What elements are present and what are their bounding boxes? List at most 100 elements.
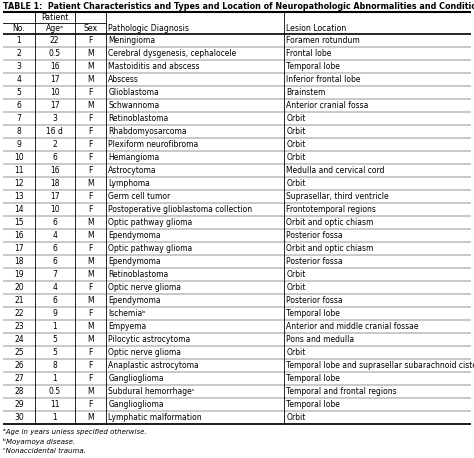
Text: Ganglioglioma: Ganglioglioma [109, 400, 164, 409]
Text: Retinoblastoma: Retinoblastoma [109, 114, 169, 123]
Text: ᵇMoyamoya disease.: ᵇMoyamoya disease. [3, 438, 75, 445]
Text: 4: 4 [17, 75, 21, 84]
Text: ᶜNonaccidental trauma.: ᶜNonaccidental trauma. [3, 448, 86, 454]
Text: F: F [88, 114, 93, 123]
Text: 5: 5 [17, 87, 21, 97]
Text: 6: 6 [52, 153, 57, 162]
Text: Medulla and cervical cord: Medulla and cervical cord [286, 166, 385, 174]
Text: M: M [87, 49, 94, 58]
Text: Pathologic Diagnosis: Pathologic Diagnosis [109, 24, 190, 33]
Text: F: F [88, 283, 93, 292]
Text: 3: 3 [52, 114, 57, 123]
Text: F: F [88, 192, 93, 201]
Text: F: F [88, 244, 93, 253]
Text: 5: 5 [52, 348, 57, 357]
Text: Orbit: Orbit [286, 153, 306, 162]
Text: Orbit: Orbit [286, 179, 306, 188]
Text: M: M [87, 296, 94, 305]
Text: Temporal lobe: Temporal lobe [286, 62, 340, 71]
Text: 27: 27 [14, 374, 24, 383]
Text: 11: 11 [14, 166, 24, 174]
Text: 24: 24 [14, 335, 24, 344]
Text: 1: 1 [52, 322, 57, 331]
Text: Anterior cranial fossa: Anterior cranial fossa [286, 101, 369, 110]
Text: Meningioma: Meningioma [109, 36, 155, 45]
Text: F: F [88, 309, 93, 318]
Text: 0.5: 0.5 [49, 49, 61, 58]
Text: Temporal lobe and suprasellar subarachnoid cistern: Temporal lobe and suprasellar subarachno… [286, 361, 474, 370]
Text: 2: 2 [17, 49, 21, 58]
Text: No.: No. [12, 24, 25, 33]
Text: 9: 9 [17, 140, 21, 149]
Text: Cerebral dysgenesis, cephalocele: Cerebral dysgenesis, cephalocele [109, 49, 237, 58]
Text: 7: 7 [17, 114, 21, 123]
Text: Temporal lobe: Temporal lobe [286, 374, 340, 383]
Text: 17: 17 [50, 75, 60, 84]
Text: M: M [87, 179, 94, 188]
Text: Suprasellar, third ventricle: Suprasellar, third ventricle [286, 192, 389, 201]
Text: Temporal and frontal regions: Temporal and frontal regions [286, 387, 397, 396]
Text: Orbit: Orbit [286, 127, 306, 136]
Text: Orbit: Orbit [286, 283, 306, 292]
Text: M: M [87, 101, 94, 110]
Text: Frontotemporal regions: Frontotemporal regions [286, 205, 376, 214]
Text: 30: 30 [14, 413, 24, 422]
Text: Orbit: Orbit [286, 413, 306, 422]
Text: M: M [87, 335, 94, 344]
Text: Posterior fossa: Posterior fossa [286, 256, 343, 266]
Text: TABLE 1:  Patient Characteristics and Types and Location of Neuropathologic Abno: TABLE 1: Patient Characteristics and Typ… [3, 2, 474, 11]
Text: Hemangioma: Hemangioma [109, 153, 160, 162]
Text: Subdural hemorrhageᶜ: Subdural hemorrhageᶜ [109, 387, 195, 396]
Text: 11: 11 [50, 400, 59, 409]
Text: 16: 16 [50, 62, 60, 71]
Text: 17: 17 [50, 192, 60, 201]
Text: Optic pathway glioma: Optic pathway glioma [109, 244, 192, 253]
Text: Posterior fossa: Posterior fossa [286, 296, 343, 305]
Text: 20: 20 [14, 283, 24, 292]
Text: 2: 2 [52, 140, 57, 149]
Text: 19: 19 [14, 270, 24, 279]
Text: Orbit: Orbit [286, 270, 306, 279]
Text: 22: 22 [14, 309, 24, 318]
Text: Retinoblastoma: Retinoblastoma [109, 270, 169, 279]
Text: Orbit: Orbit [286, 114, 306, 123]
Text: 17: 17 [14, 244, 24, 253]
Text: M: M [87, 256, 94, 266]
Text: F: F [88, 374, 93, 383]
Text: 14: 14 [14, 205, 24, 214]
Text: Glioblastoma: Glioblastoma [109, 87, 159, 97]
Text: Plexiform neurofibroma: Plexiform neurofibroma [109, 140, 199, 149]
Text: 29: 29 [14, 400, 24, 409]
Text: Ependymoma: Ependymoma [109, 231, 161, 240]
Text: Mastoiditis and abscess: Mastoiditis and abscess [109, 62, 200, 71]
Text: 16: 16 [14, 231, 24, 240]
Text: Astrocytoma: Astrocytoma [109, 166, 157, 174]
Text: 10: 10 [50, 205, 60, 214]
Text: 9: 9 [52, 309, 57, 318]
Text: Orbit and optic chiasm: Orbit and optic chiasm [286, 244, 374, 253]
Text: M: M [87, 75, 94, 84]
Text: 10: 10 [14, 153, 24, 162]
Text: 4: 4 [52, 283, 57, 292]
Text: Posterior fossa: Posterior fossa [286, 231, 343, 240]
Text: 18: 18 [50, 179, 59, 188]
Text: 21: 21 [14, 296, 24, 305]
Text: Brainstem: Brainstem [286, 87, 326, 97]
Text: 22: 22 [50, 36, 59, 45]
Text: Optic nerve glioma: Optic nerve glioma [109, 348, 182, 357]
Text: 8: 8 [17, 127, 21, 136]
Text: ᵃAge in years unless specified otherwise.: ᵃAge in years unless specified otherwise… [3, 429, 146, 435]
Text: Pilocytic astrocytoma: Pilocytic astrocytoma [109, 335, 191, 344]
Text: 6: 6 [52, 256, 57, 266]
Text: 6: 6 [17, 101, 21, 110]
Text: M: M [87, 218, 94, 227]
Text: 7: 7 [52, 270, 57, 279]
Text: Postoperative glioblastoma collection: Postoperative glioblastoma collection [109, 205, 253, 214]
Text: Orbit and optic chiasm: Orbit and optic chiasm [286, 218, 374, 227]
Text: Rhabdomyosarcoma: Rhabdomyosarcoma [109, 127, 187, 136]
Text: Pons and medulla: Pons and medulla [286, 335, 355, 344]
Text: 5: 5 [52, 335, 57, 344]
Text: Frontal lobe: Frontal lobe [286, 49, 332, 58]
Text: Germ cell tumor: Germ cell tumor [109, 192, 171, 201]
Text: M: M [87, 62, 94, 71]
